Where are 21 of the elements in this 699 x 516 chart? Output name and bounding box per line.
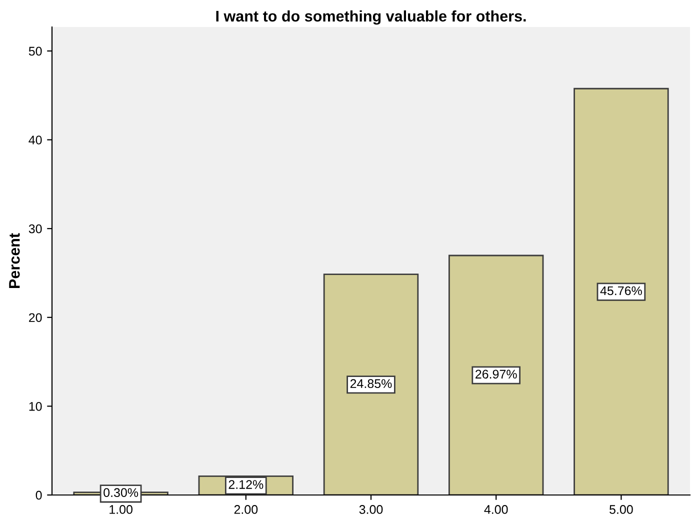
x-tick-label: 2.00 bbox=[234, 505, 258, 514]
data-label: 0.30% bbox=[104, 488, 138, 498]
y-tick-label: 20 bbox=[29, 313, 42, 322]
x-tick-label: 3.00 bbox=[359, 505, 383, 514]
data-label: 26.97% bbox=[476, 370, 517, 379]
data-label: 24.85% bbox=[350, 379, 392, 388]
data-label: 2.12% bbox=[228, 480, 264, 489]
y-tick-label: 40 bbox=[28, 136, 42, 144]
x-tick-label: 4.00 bbox=[484, 505, 508, 514]
data-label: 45.76% bbox=[600, 286, 642, 296]
bar bbox=[574, 88, 669, 495]
y-tick-label: 30 bbox=[28, 224, 42, 234]
bar bbox=[323, 274, 419, 495]
x-tick-label: 5.00 bbox=[610, 505, 633, 514]
bar bbox=[448, 254, 544, 495]
y-tick-label: 10 bbox=[29, 402, 42, 411]
y-axis-title: Percent bbox=[9, 233, 20, 288]
x-tick-label: 1.00 bbox=[110, 505, 132, 514]
chart-title: I want to do something valuable for others. bbox=[216, 10, 526, 25]
y-tick-label: 0 bbox=[36, 490, 42, 500]
y-tick-label: 50 bbox=[28, 46, 42, 56]
